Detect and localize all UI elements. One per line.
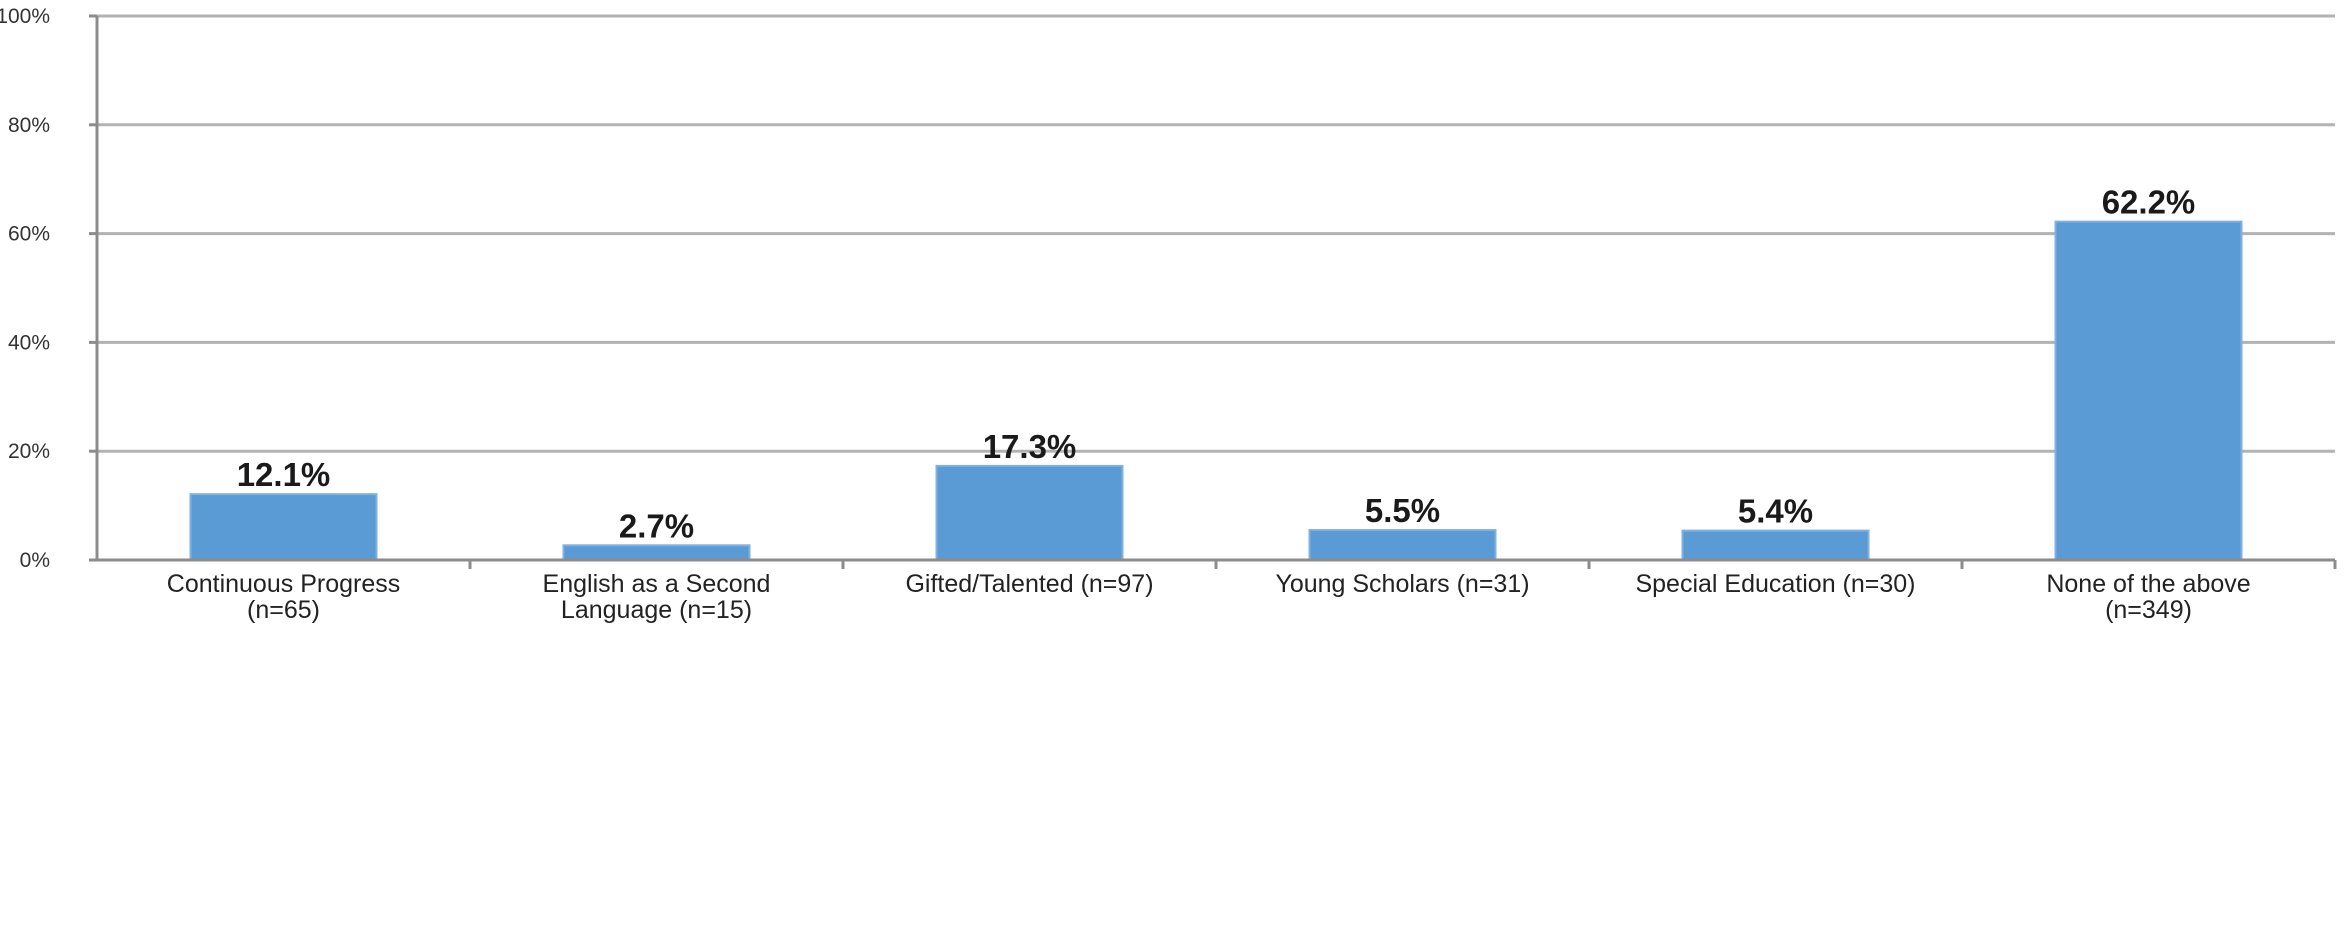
y-tick-label: 100%: [0, 5, 50, 28]
bar: [189, 493, 378, 561]
y-tick-label: 40%: [8, 331, 50, 354]
bar: [1308, 529, 1497, 562]
category-label: Language (n=15): [561, 596, 752, 624]
category-label: None of the above: [2046, 570, 2250, 598]
category-label: Special Education (n=30): [1635, 570, 1915, 598]
data-label: 62.2%: [2102, 184, 2196, 221]
bar: [935, 464, 1124, 561]
axis-layer: [95, 16, 2337, 569]
y-tick-label: 60%: [8, 223, 50, 246]
category-label: (n=349): [2105, 596, 2192, 624]
category-label: English as a Second: [543, 570, 771, 598]
category-label: Continuous Progress: [167, 570, 400, 598]
bar: [2054, 220, 2243, 562]
data-label: 5.5%: [1365, 492, 1440, 529]
y-tick-label: 20%: [8, 440, 50, 463]
bar: [562, 544, 751, 562]
category-label: (n=65): [247, 596, 320, 624]
grid-layer: [89, 14, 2335, 562]
data-label: 12.1%: [237, 456, 331, 493]
bar-layer: [189, 220, 2243, 562]
y-tick-label: 80%: [8, 114, 50, 137]
category-label: Gifted/Talented (n=97): [905, 570, 1153, 598]
data-label: 2.7%: [619, 507, 694, 544]
label-layer: 0% 20% 40% 60% 80% 100% 12.1% Continuous Progre…: [0, 5, 2251, 624]
data-label: 5.4%: [1738, 493, 1813, 530]
category-label: Young Scholars (n=31): [1275, 570, 1529, 598]
y-tick-label: 0%: [20, 549, 50, 572]
data-label: 17.3%: [983, 428, 1077, 465]
bar: [1681, 529, 1870, 562]
